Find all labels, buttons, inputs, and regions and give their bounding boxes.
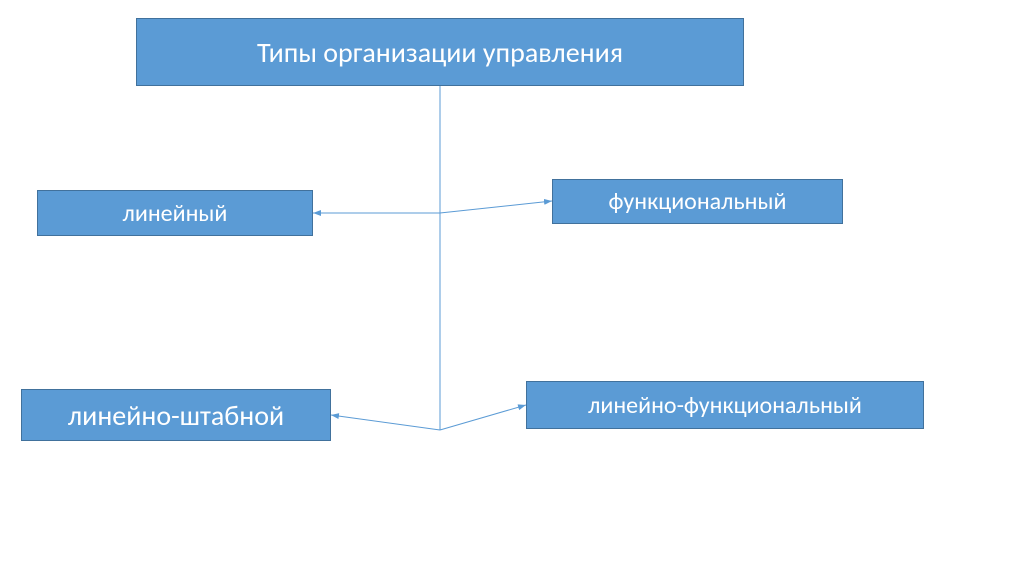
root-label: Типы организации управления — [257, 35, 623, 70]
root-node: Типы организации управления — [136, 18, 744, 86]
child-node-linear-functional: линейно-функциональный — [526, 381, 924, 429]
child-label: линейно-штабной — [68, 398, 284, 433]
child-node-linear-staff: линейно-штабной — [21, 389, 331, 441]
child-label: функциональный — [609, 187, 787, 216]
child-node-linear: линейный — [37, 190, 313, 236]
child-label: линейный — [123, 199, 228, 228]
child-node-functional: функциональный — [552, 179, 843, 224]
connector-layer — [0, 0, 1024, 574]
child-label: линейно-функциональный — [588, 391, 862, 420]
